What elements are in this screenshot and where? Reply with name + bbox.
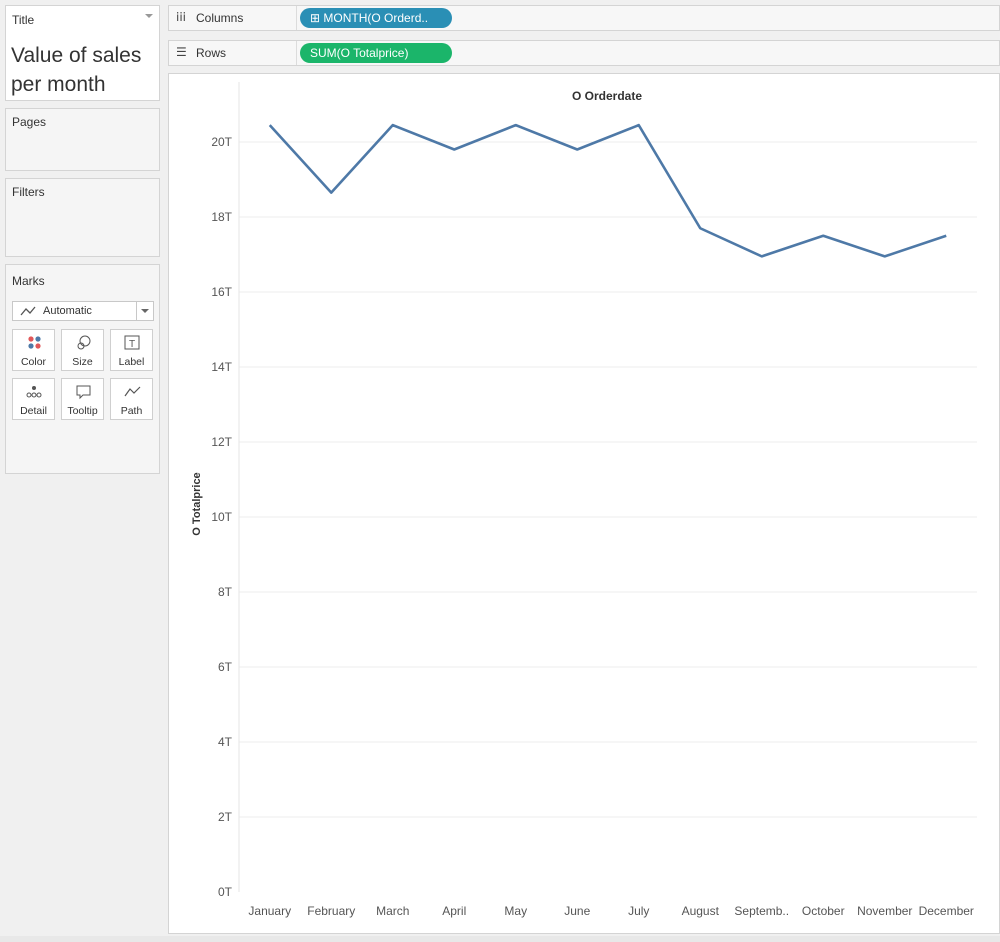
title-card-label: Title	[12, 13, 35, 27]
data-point[interactable]	[449, 145, 459, 155]
x-tick-label: March	[376, 904, 409, 918]
data-point[interactable]	[326, 188, 336, 198]
y-tick-label: 12T	[211, 435, 232, 449]
y-tick-label: 16T	[211, 285, 232, 299]
path-button-label: Path	[120, 405, 143, 417]
data-point[interactable]	[941, 231, 951, 241]
data-point[interactable]	[265, 120, 275, 130]
rows-label: Rows	[196, 46, 227, 60]
size-button-label: Size	[72, 356, 93, 368]
y-tick-label: 20T	[211, 135, 232, 149]
title-card[interactable]: Title Value of sales per month	[5, 5, 160, 101]
title-dropdown-icon[interactable]	[145, 14, 153, 18]
x-tick-label: June	[564, 904, 590, 918]
x-tick-label: August	[682, 904, 720, 918]
label-button[interactable]: T Label	[110, 329, 153, 371]
svg-text:T: T	[129, 339, 135, 350]
label-button-label: Label	[118, 356, 145, 368]
detail-dots-icon	[13, 384, 54, 400]
data-point[interactable]	[511, 120, 521, 130]
y-tick-label: 10T	[211, 510, 232, 524]
data-point[interactable]	[388, 120, 398, 130]
x-tick-label: July	[628, 904, 649, 918]
tooltip-button[interactable]: Tooltip	[61, 378, 104, 420]
pages-card[interactable]: Pages	[5, 108, 160, 171]
data-point[interactable]	[695, 223, 705, 233]
filters-card[interactable]: Filters	[5, 178, 160, 257]
path-icon	[111, 384, 152, 400]
series-line[interactable]	[268, 123, 947, 258]
detail-button[interactable]: Detail	[12, 378, 55, 420]
y-tick-label: 8T	[218, 585, 233, 599]
tooltip-icon	[62, 384, 103, 400]
x-tick-label: May	[504, 904, 527, 918]
y-axis-label: O Totalprice	[191, 472, 203, 535]
mark-type-label: Automatic	[43, 305, 92, 317]
size-button[interactable]: Size	[61, 329, 104, 371]
filters-card-label: Filters	[12, 185, 45, 199]
data-point[interactable]	[757, 251, 767, 261]
x-tick-label: Septemb..	[734, 904, 789, 918]
data-point[interactable]	[818, 231, 828, 241]
status-bar	[0, 936, 1000, 942]
size-icon	[62, 335, 103, 351]
x-tick-label: February	[307, 904, 355, 918]
detail-button-label: Detail	[20, 405, 47, 417]
columns-shelf-header: ⅰⅰⅰ Columns	[169, 6, 297, 30]
x-tick-label: October	[802, 904, 845, 918]
y-tick-label: 4T	[218, 735, 233, 749]
tooltip-button-label: Tooltip	[67, 405, 98, 417]
chart-title: O Orderdate	[572, 89, 642, 103]
pages-card-label: Pages	[12, 115, 47, 129]
rows-shelf-header: ☰ Rows	[169, 41, 297, 65]
y-axis-ticks: 0T 2T 4T 6T 8T 10T 12T 14T 16T 18T 20T	[211, 135, 232, 899]
columns-icon: ⅰⅰⅰ	[176, 10, 187, 24]
color-button[interactable]: Color	[12, 329, 55, 371]
x-tick-label: November	[857, 904, 912, 918]
y-tick-label: 18T	[211, 210, 232, 224]
y-tick-label: 0T	[218, 885, 233, 899]
y-tick-label: 14T	[211, 360, 232, 374]
x-tick-label: April	[442, 904, 466, 918]
series-layer[interactable]	[265, 120, 952, 261]
columns-label: Columns	[196, 11, 244, 25]
color-dots-icon	[13, 335, 54, 351]
columns-shelf[interactable]: ⅰⅰⅰ Columns ⊞ MONTH(O Orderd..	[168, 5, 1000, 31]
data-point[interactable]	[634, 120, 644, 130]
path-button[interactable]: Path	[110, 378, 153, 420]
sum-totalprice-pill[interactable]: SUM(O Totalprice)	[300, 43, 452, 63]
rows-icon: ☰	[176, 45, 187, 59]
text-label-icon: T	[111, 335, 152, 351]
data-point[interactable]	[572, 145, 582, 155]
rows-shelf[interactable]: ☰ Rows SUM(O Totalprice)	[168, 40, 1000, 66]
x-axis-ticks: January February March April May June July Augu…	[248, 904, 974, 918]
line-mark-icon	[19, 304, 37, 321]
line-chart[interactable]: O Orderdate O Totalprice 0T 2T 4T 6T 8T 10T 12…	[169, 74, 999, 933]
marks-card-label: Marks	[12, 274, 45, 288]
sheet-title[interactable]: Value of sales per month	[11, 44, 142, 96]
color-button-label: Color	[20, 356, 47, 368]
x-tick-label: December	[919, 904, 974, 918]
y-tick-label: 6T	[218, 660, 233, 674]
mark-type-dropdown[interactable]: Automatic	[12, 301, 154, 321]
y-tick-label: 2T	[218, 810, 233, 824]
view-canvas[interactable]: O Orderdate O Totalprice 0T 2T 4T 6T 8T 10T 12…	[168, 73, 1000, 934]
marks-card: Marks Automatic Color Size T Label Detai…	[5, 264, 160, 474]
month-orderdate-pill[interactable]: ⊞ MONTH(O Orderd..	[300, 8, 452, 28]
x-tick-label: January	[248, 904, 291, 918]
gridlines	[238, 82, 977, 892]
chevron-down-icon[interactable]	[136, 302, 153, 320]
data-point[interactable]	[880, 251, 890, 261]
